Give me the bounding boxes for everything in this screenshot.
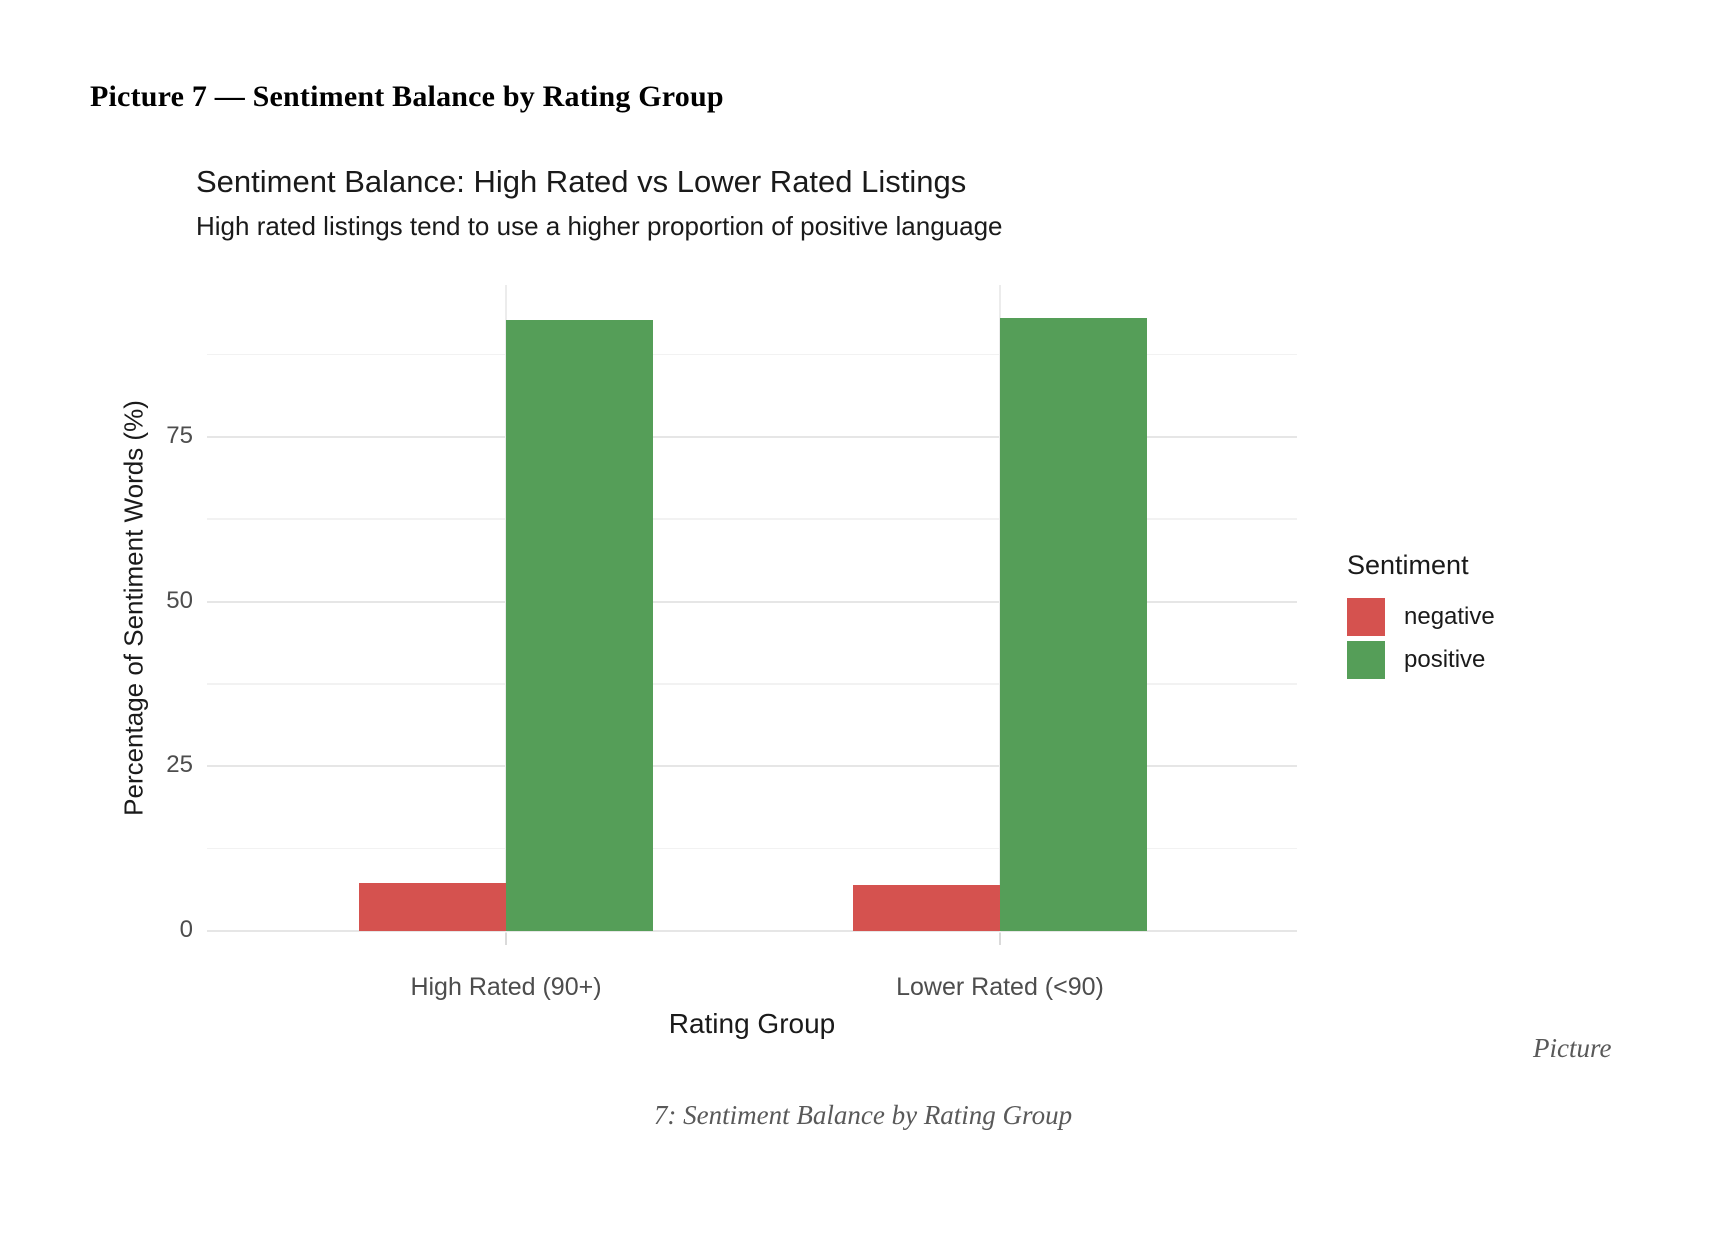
- legend-label: negative: [1404, 603, 1495, 630]
- legend-title: Sentiment: [1347, 550, 1469, 580]
- legend-swatch-negative: [1347, 598, 1385, 636]
- major-gridline: [207, 765, 1297, 768]
- x-tick-label: Lower Rated (<90): [896, 973, 1104, 1001]
- y-tick-label: 25: [166, 751, 193, 779]
- legend-label: positive: [1404, 646, 1486, 673]
- minor-gridline: [207, 518, 1297, 520]
- x-tick-label: High Rated (90+): [410, 973, 602, 1001]
- document-heading: Picture 7 — Sentiment Balance by Rating …: [90, 80, 724, 113]
- legend: Sentiment negative positive: [1347, 550, 1495, 684]
- major-gridline: [207, 600, 1297, 603]
- minor-gridline: [207, 847, 1297, 850]
- caption-label: Picture: [1533, 1033, 1612, 1063]
- bar-positive-2: [1000, 318, 1147, 931]
- chart-title: Sentiment Balance: High Rated vs Lower R…: [196, 164, 967, 199]
- legend-swatch-positive: [1347, 641, 1385, 679]
- x-axis-tick: [999, 933, 1001, 945]
- bar-positive-1: [506, 320, 653, 931]
- y-tick-label: 50: [166, 586, 193, 614]
- x-axis-title: Rating Group: [668, 1008, 836, 1039]
- chart-subtitle: High rated listings tend to use a higher…: [196, 211, 1003, 241]
- x-axis-tick: [505, 933, 507, 945]
- y-tick-label: 0: [179, 916, 193, 943]
- plot-panel: [207, 285, 1297, 933]
- legend-items: negative positive: [1347, 598, 1495, 679]
- figure-caption: 7: Sentiment Balance by Rating Group: [653, 1100, 1073, 1130]
- legend-item-negative: negative: [1347, 598, 1495, 636]
- bar-negative-2: [853, 884, 1000, 931]
- minor-gridline: [207, 682, 1297, 685]
- legend-item-positive: positive: [1347, 641, 1495, 679]
- y-tick-label: 75: [166, 421, 193, 449]
- minor-gridline: [207, 353, 1297, 356]
- major-gridline: [207, 930, 1297, 932]
- major-gridline: [207, 435, 1297, 438]
- bar-negative-1: [359, 882, 506, 931]
